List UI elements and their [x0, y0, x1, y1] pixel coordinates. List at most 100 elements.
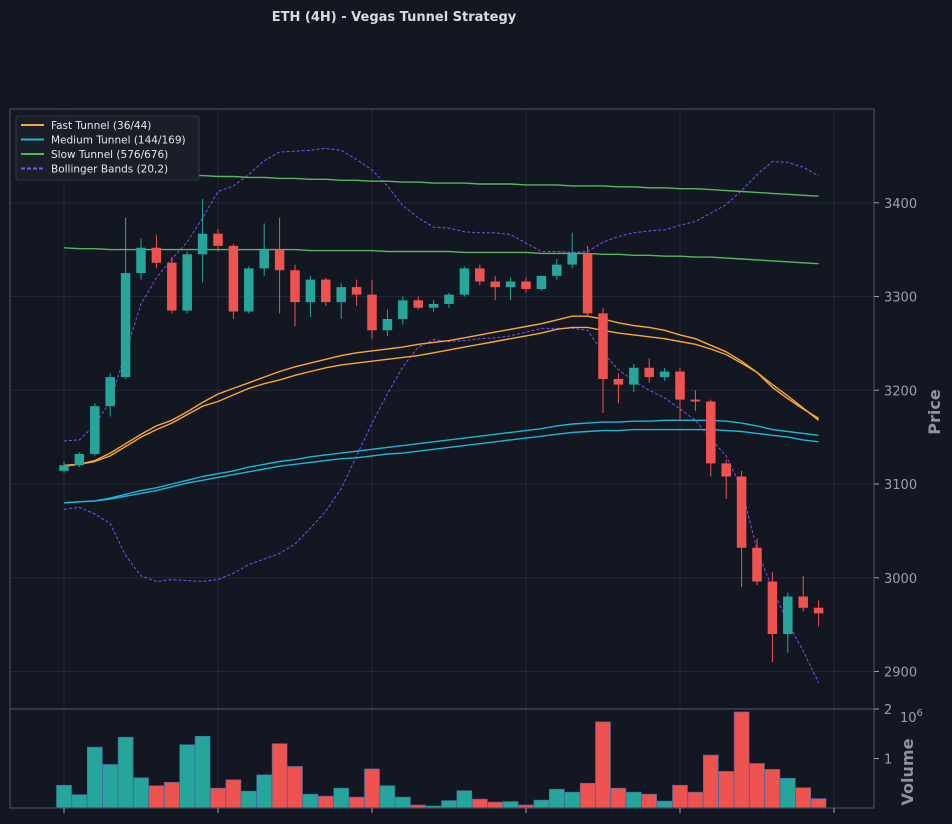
volume-bar [564, 791, 581, 809]
volume-bar [348, 796, 365, 809]
volume-bar [287, 766, 303, 809]
volume-bar [102, 764, 118, 809]
price-series [63, 147, 820, 684]
volume-bar [241, 790, 257, 809]
volume-bar [718, 771, 735, 809]
candle-body [413, 300, 423, 308]
slow-tunnel-line-1 [63, 247, 819, 265]
price-panel: 2900 3000 3100 3200 3300 3400 Price Fast Tunn… [9, 108, 944, 710]
volume-bar [810, 798, 827, 809]
volume-bar [271, 743, 288, 809]
volume-bar [487, 801, 504, 809]
legend-items: Fast Tunnel (36/44) Medium Tunnel (144/16… [21, 120, 186, 176]
price-tick-label: 3300 [884, 291, 917, 306]
x-ticks [63, 808, 835, 813]
candle-body [336, 287, 346, 303]
candle-body [567, 253, 577, 265]
candle-body [213, 233, 223, 246]
legend-label: Bollinger Bands (20,2) [51, 164, 168, 176]
chart-title: ETH (4H) - Vegas Tunnel Strategy [272, 10, 517, 25]
candle-body [151, 247, 162, 263]
price-tick-label: 2900 [884, 666, 917, 681]
candle-body [244, 268, 254, 312]
volume-bar [194, 735, 211, 809]
volume-bar [548, 788, 565, 809]
volume-bar [641, 793, 658, 809]
candle-body [428, 304, 439, 308]
volume-scale-base: 10 [900, 711, 917, 726]
volume-bar [87, 746, 103, 809]
volume-bar [394, 796, 411, 809]
legend-box [15, 115, 200, 181]
candle-body [767, 581, 778, 634]
candle-body [259, 249, 269, 269]
price-tick-label: 3400 [884, 197, 917, 212]
volume-bar [210, 787, 226, 809]
candle-body [305, 279, 316, 303]
medium-tunnel-line-1 [63, 428, 819, 504]
candle-body [475, 268, 485, 282]
candle-body [598, 313, 608, 379]
volume-bar [364, 768, 380, 809]
volume-bar [225, 779, 242, 809]
volume-bar [133, 777, 149, 809]
medium-tunnel-line-2 [63, 419, 819, 504]
volume-bar [672, 784, 688, 809]
volume-scale-exponent: 6 [917, 708, 923, 719]
price-tick-label: 3200 [884, 384, 917, 399]
candle-body [659, 371, 670, 378]
legend-label: Fast Tunnel (36/44) [51, 120, 151, 132]
legend-label: Medium Tunnel (144/169) [51, 135, 186, 147]
volume-bar [148, 785, 165, 809]
candle-body [59, 465, 69, 471]
candle-body [644, 367, 654, 378]
candle-body [582, 253, 593, 314]
volume-bar [533, 799, 550, 809]
price-panel-background [10, 109, 874, 709]
candle-body [798, 596, 808, 608]
volume-bar [333, 787, 350, 809]
candles [59, 199, 824, 663]
candle-body [490, 281, 500, 288]
volume-tick-label: 2 [884, 703, 892, 718]
volume-bar [795, 787, 812, 809]
volume-bar [56, 784, 72, 809]
candle-body [74, 454, 85, 466]
price-tick-label: 3100 [884, 478, 917, 493]
price-axis-label: Price [925, 389, 944, 435]
volume-bar [625, 791, 642, 809]
volume-yticks: 12 [874, 703, 892, 768]
volume-bar [256, 774, 273, 809]
volume-bar [179, 744, 195, 809]
candle-body [706, 401, 716, 464]
candle-body [321, 279, 331, 303]
price-yticks: 2900 3000 3100 3200 3300 3400 [874, 197, 917, 681]
candle-body [536, 275, 547, 289]
volume-bar [687, 791, 704, 809]
volume-bar [764, 769, 781, 809]
candle-body [167, 262, 177, 311]
candle-body [675, 371, 685, 400]
volume-bar [164, 781, 180, 809]
volume-bar [656, 800, 673, 809]
volume-bar [779, 777, 796, 809]
candle-body [90, 406, 100, 454]
bollinger-upper-line [63, 147, 819, 442]
volume-bar [317, 795, 334, 809]
fast-tunnel-line-1 [63, 326, 820, 466]
price-tick-label: 3000 [884, 572, 917, 587]
candle-body [736, 476, 747, 548]
volume-bar [595, 721, 611, 809]
candle-body [552, 264, 562, 276]
volume-bar [471, 798, 488, 809]
candle-body [351, 287, 362, 295]
candle-body [629, 367, 639, 385]
candle-body [290, 270, 300, 303]
volume-bar [117, 736, 134, 809]
volume-bar [579, 782, 596, 809]
candle-body [721, 463, 731, 477]
volume-bar [610, 787, 627, 809]
volume-bar [502, 801, 519, 809]
candle-body [182, 254, 192, 311]
